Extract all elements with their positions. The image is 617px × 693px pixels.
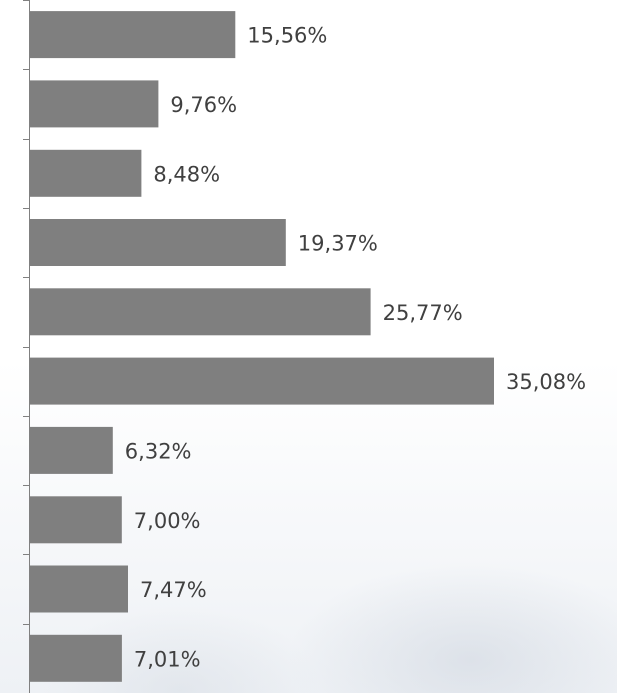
data-label-9: 7,47% bbox=[140, 578, 207, 602]
bar-5 bbox=[29, 288, 371, 336]
bar-9 bbox=[29, 565, 128, 613]
bar-10 bbox=[29, 634, 122, 682]
bar-8 bbox=[29, 496, 122, 544]
bar-6 bbox=[29, 357, 494, 405]
data-label-3: 8,48% bbox=[153, 162, 220, 186]
data-label-2: 9,76% bbox=[170, 93, 237, 117]
bar-3 bbox=[29, 149, 142, 197]
bar-7 bbox=[29, 426, 113, 474]
data-label-8: 7,00% bbox=[134, 509, 201, 533]
bars-group bbox=[29, 11, 494, 682]
data-label-4: 19,37% bbox=[298, 232, 378, 256]
data-label-6: 35,08% bbox=[506, 370, 586, 394]
bar-1 bbox=[29, 11, 236, 59]
bar-2 bbox=[29, 80, 159, 128]
data-label-10: 7,01% bbox=[134, 647, 201, 671]
bar-4 bbox=[29, 219, 286, 266]
data-label-1: 15,56% bbox=[247, 24, 327, 48]
data-labels-group: 15,56% 9,76% 8,48% 19,37% 25,77% 35,08% 6,32% 7… bbox=[125, 24, 586, 672]
data-label-7: 6,32% bbox=[125, 439, 192, 463]
data-label-5: 25,77% bbox=[383, 301, 463, 325]
category-axis bbox=[23, 0, 30, 693]
